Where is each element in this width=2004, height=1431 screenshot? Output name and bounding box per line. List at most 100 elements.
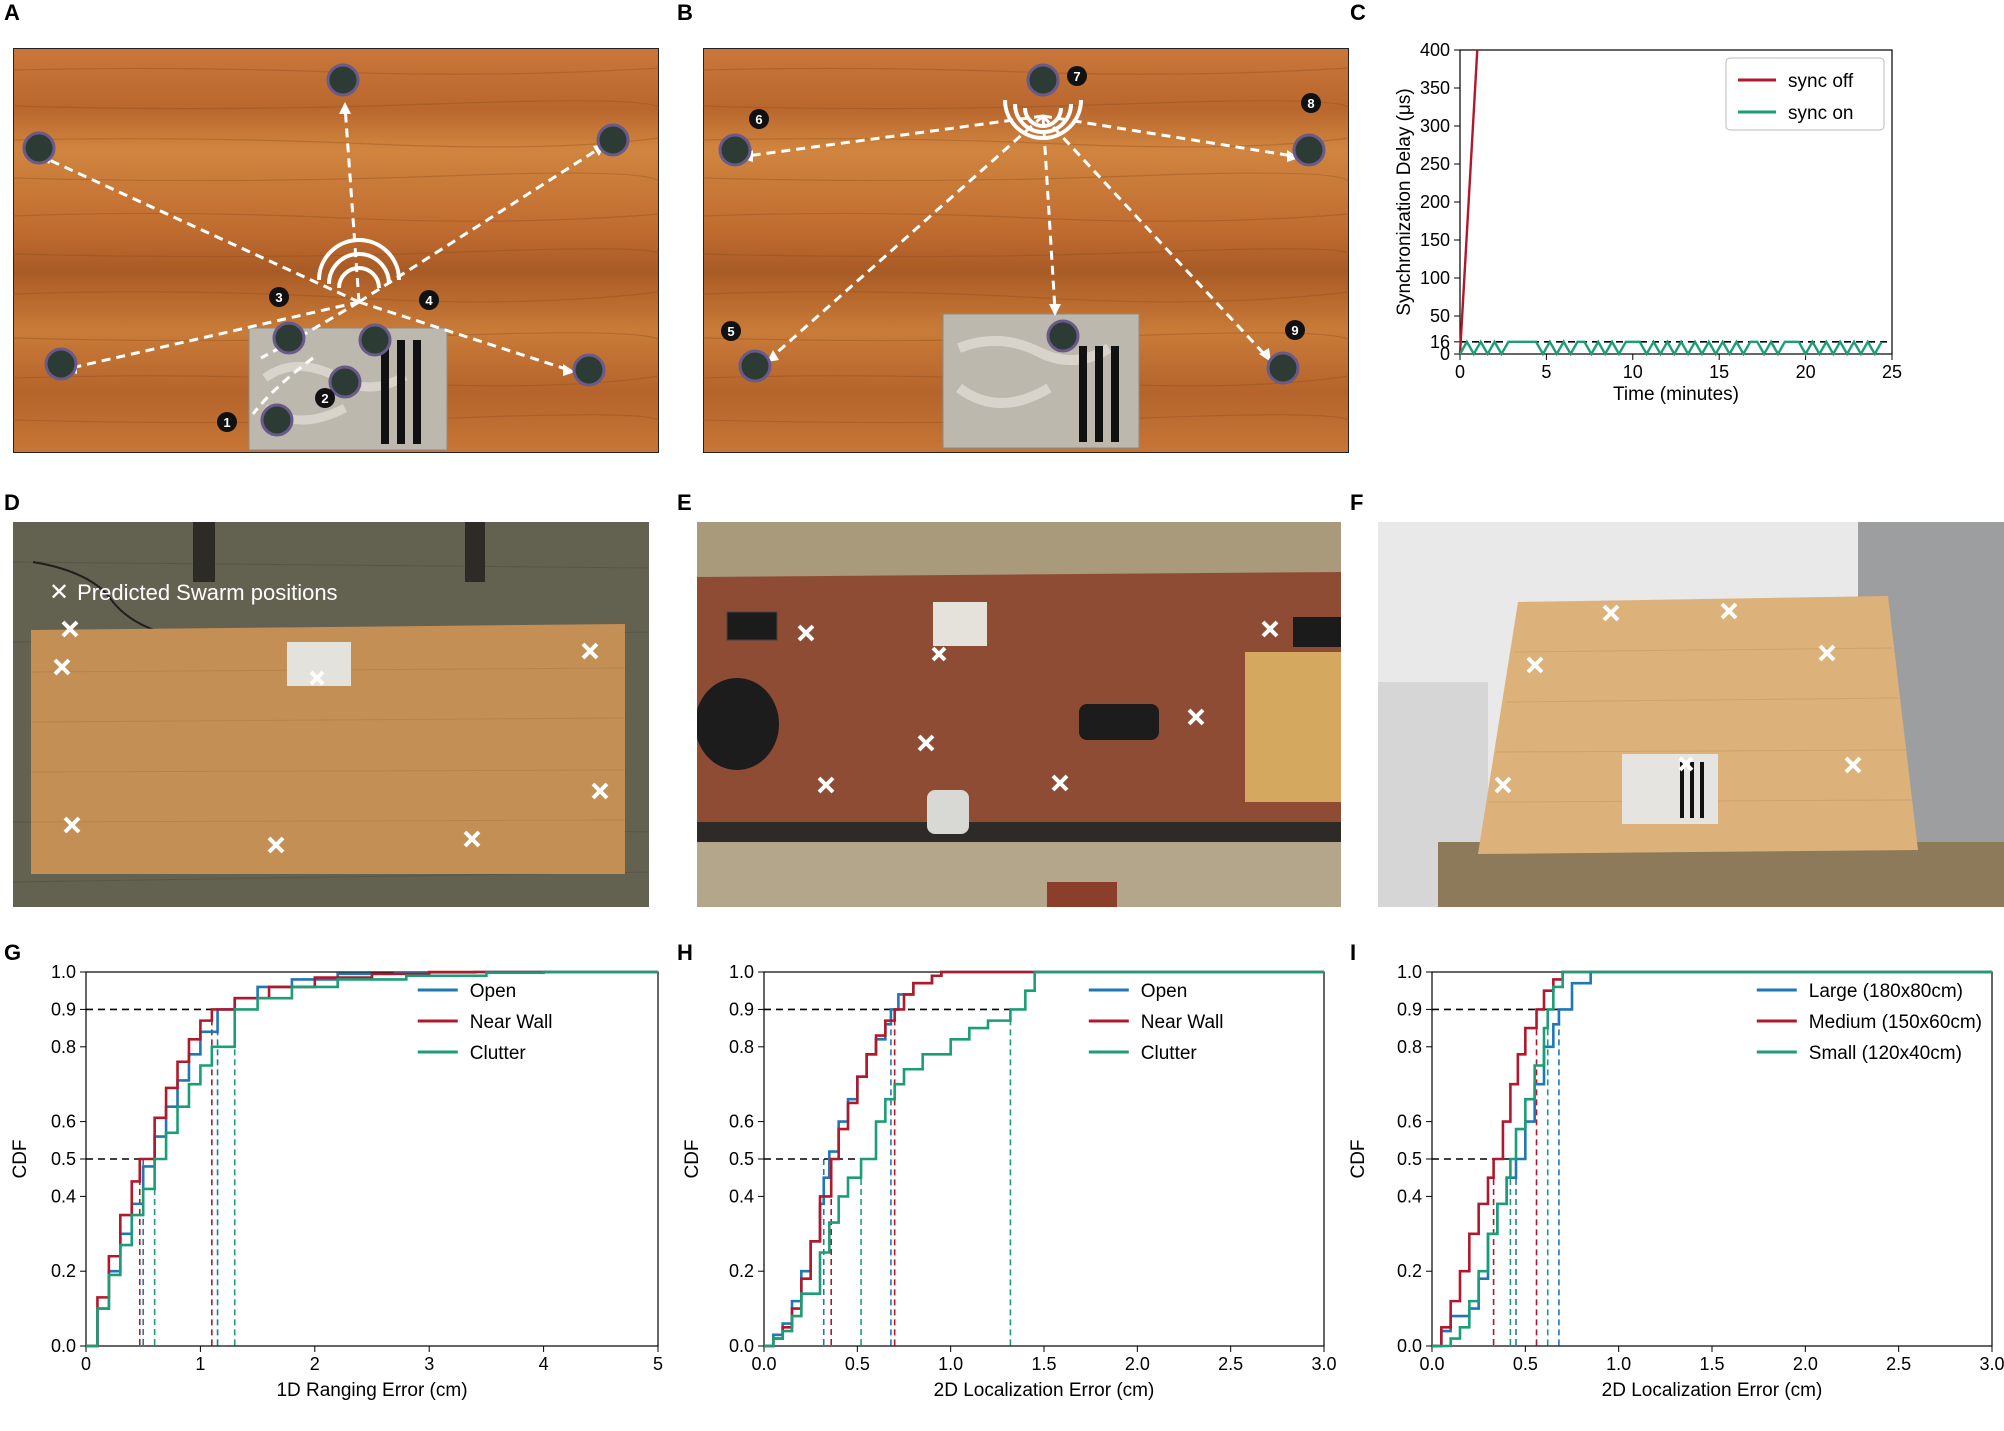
y-tick-label: 0.5 — [1397, 1149, 1422, 1169]
predicted-positions-label: Predicted Swarm positions — [77, 579, 338, 605]
panel-e-photo — [697, 522, 1341, 907]
panel-b-photo: 5 6 7 8 9 — [703, 48, 1349, 453]
chart-i-svg: 0.0 0.5 1.0 1.5 2.0 2.5 3.0 0.0 0.2 0.4 0.5 0.6 0.8 0… — [1348, 962, 2004, 1401]
robot-badge-5 — [721, 321, 741, 341]
x-tick-label: 15 — [1709, 362, 1729, 382]
y-tick-label: 0.6 — [729, 1112, 754, 1132]
robot-number-7: 7 — [1073, 69, 1080, 84]
y-tick-label: 1.0 — [51, 962, 76, 982]
y-tick-label: 0.4 — [51, 1186, 76, 1206]
y-tick-label: 0.0 — [729, 1336, 754, 1356]
y-tick-label: 1.0 — [729, 962, 754, 982]
legend-label: Small (120x40cm) — [1809, 1043, 1962, 1064]
robot-number-6: 6 — [755, 112, 762, 127]
robot-badge-2 — [315, 388, 335, 408]
series-line — [1458, 49, 1479, 355]
x-axis-label: Time (minutes) — [1613, 384, 1739, 405]
legend-label: sync off — [1788, 71, 1854, 92]
legend-label: sync on — [1788, 103, 1853, 124]
y-tick-label: 200 — [1420, 192, 1450, 212]
x-axis-label: 2D Localization Error (cm) — [934, 1380, 1155, 1401]
panel-d-photo: ✕ Predicted Swarm positions — [13, 522, 649, 907]
x-tick-label: 1.5 — [1699, 1354, 1724, 1374]
robot-badge-9 — [1285, 320, 1305, 340]
x-tick-label: 2.5 — [1886, 1354, 1911, 1374]
cdf-series-line — [86, 970, 658, 1348]
robot-number-2: 2 — [321, 391, 328, 406]
panel-label-i: I — [1350, 940, 1357, 965]
legend-label: Medium (150x60cm) — [1809, 1012, 1982, 1033]
y-axis-label: CDF — [682, 1139, 703, 1178]
cdf-series-line — [1432, 970, 1992, 1348]
x-tick-label: 0.5 — [845, 1354, 870, 1374]
robot-badge-6 — [749, 109, 769, 129]
cross-marker-icon: ✕ — [49, 579, 70, 606]
chart-h-svg: 0.0 0.5 1.0 1.5 2.0 2.5 3.0 0.0 0.2 0.4 0.5 0.6 0.8 0… — [682, 962, 1337, 1401]
y-tick-label: 0.6 — [1397, 1112, 1422, 1132]
x-tick-label: 20 — [1796, 362, 1816, 382]
x-tick-label: 1.0 — [938, 1354, 963, 1374]
robot-number-3: 3 — [275, 290, 282, 305]
x-axis-label: 1D Ranging Error (cm) — [276, 1380, 467, 1401]
robot-number-9: 9 — [1291, 323, 1298, 338]
y-tick-label: 350 — [1420, 78, 1450, 98]
x-tick-label: 4 — [539, 1354, 549, 1374]
robot-badge-8 — [1301, 93, 1321, 113]
x-tick-label: 0 — [1455, 362, 1465, 382]
series-line — [1458, 339, 1883, 357]
robot-badge-3 — [269, 287, 289, 307]
panel-label-f: F — [1350, 490, 1364, 515]
x-tick-label: 2.5 — [1218, 1354, 1243, 1374]
legend-label: Clutter — [1141, 1043, 1198, 1064]
panel-label-d: D — [4, 490, 20, 515]
x-tick-label: 2 — [310, 1354, 320, 1374]
x-tick-label: 0.5 — [1513, 1354, 1538, 1374]
y-tick-label: 0.0 — [1397, 1336, 1422, 1356]
robot-number-8: 8 — [1307, 96, 1314, 111]
panel-f-photo — [1378, 522, 2004, 907]
x-tick-label: 5 — [653, 1354, 663, 1374]
x-tick-label: 25 — [1882, 362, 1902, 382]
predicted-positions-legend: ✕ Predicted Swarm positions — [49, 578, 338, 607]
cdf-series-line — [764, 970, 1324, 1348]
y-tick-label: 0.8 — [51, 1037, 76, 1057]
y-tick-label: 0.8 — [729, 1037, 754, 1057]
y-tick-label: 0.0 — [51, 1336, 76, 1356]
y-tick-label: 150 — [1420, 230, 1450, 250]
x-tick-label: 3.0 — [1311, 1354, 1336, 1374]
x-tick-label: 1.5 — [1031, 1354, 1056, 1374]
chart-g: 0 1 2 3 4 5 0.0 0.2 0.4 0.5 0.6 0.8 0.9 1.0 1D Ranging… — [0, 950, 670, 1426]
y-axis-label: Synchronization Delay (μs) — [1394, 88, 1415, 315]
x-tick-label: 1 — [195, 1354, 205, 1374]
cdf-series-line — [86, 970, 658, 1348]
x-tick-label: 3 — [424, 1354, 434, 1374]
y-tick-label: 0.2 — [1397, 1261, 1422, 1281]
y-tick-label: 0 — [1440, 344, 1450, 364]
y-axis-label: CDF — [1348, 1139, 1369, 1178]
chart-i: 0.0 0.5 1.0 1.5 2.0 2.5 3.0 0.0 0.2 0.4 0.5 0.6 0.8 0… — [1338, 950, 2004, 1426]
robot-number-1: 1 — [223, 415, 230, 430]
y-tick-label: 0.5 — [51, 1149, 76, 1169]
robot-badge-4 — [419, 290, 439, 310]
y-tick-label: 0.9 — [51, 999, 76, 1019]
x-tick-label: 5 — [1541, 362, 1551, 382]
panel-label-g: G — [4, 940, 22, 965]
cdf-series-line — [1432, 970, 1992, 1348]
cdf-series-line — [764, 970, 1324, 1348]
panel-a-photo: 1 2 3 4 — [13, 48, 659, 453]
y-tick-label: 0.2 — [51, 1261, 76, 1281]
x-tick-label: 0.0 — [751, 1354, 776, 1374]
y-tick-label: 0.5 — [729, 1149, 754, 1169]
legend-label: Near Wall — [470, 1012, 553, 1033]
y-tick-label: 0.6 — [51, 1112, 76, 1132]
x-tick-label: 1.0 — [1606, 1354, 1631, 1374]
chart-h: 0.0 0.5 1.0 1.5 2.0 2.5 3.0 0.0 0.2 0.4 0.5 0.6 0.8 0… — [672, 950, 1337, 1426]
legend-label: Large (180x80cm) — [1809, 981, 1963, 1002]
panel-label-h: H — [677, 940, 693, 965]
y-tick-label: 1.0 — [1397, 962, 1422, 982]
robot-badge-7 — [1067, 66, 1087, 86]
y-tick-label: 100 — [1420, 268, 1450, 288]
robot-number-4: 4 — [425, 293, 433, 308]
legend-label: Open — [470, 981, 516, 1002]
panel-label-a: A — [4, 0, 20, 25]
